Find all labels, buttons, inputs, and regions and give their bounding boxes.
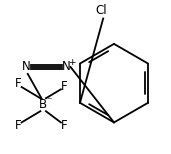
Text: F: F: [15, 77, 22, 90]
Text: F: F: [15, 119, 22, 132]
Text: ⁻: ⁻: [46, 96, 52, 106]
Text: Cl: Cl: [96, 4, 108, 16]
Text: B: B: [39, 98, 47, 111]
Text: N: N: [62, 61, 71, 73]
Text: F: F: [61, 119, 67, 132]
Text: +: +: [68, 58, 76, 67]
Text: N: N: [22, 61, 31, 73]
Text: F: F: [61, 80, 67, 93]
